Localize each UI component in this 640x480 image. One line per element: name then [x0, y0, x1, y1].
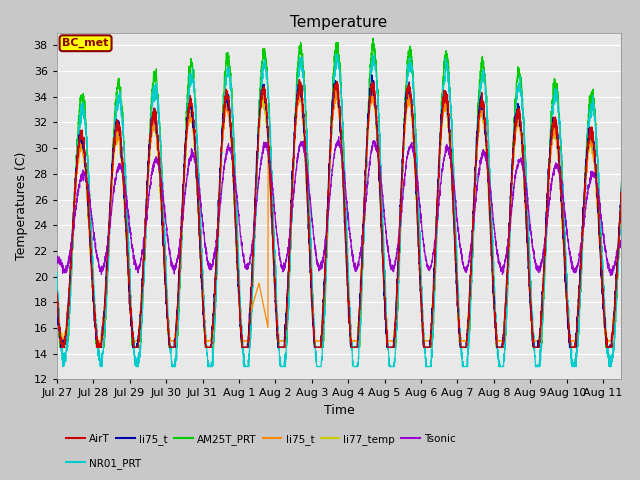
- Title: Temperature: Temperature: [291, 15, 388, 30]
- Y-axis label: Temperatures (C): Temperatures (C): [15, 152, 28, 260]
- Legend: NR01_PRT: NR01_PRT: [62, 454, 145, 473]
- Text: BC_met: BC_met: [62, 38, 109, 48]
- X-axis label: Time: Time: [324, 404, 355, 417]
